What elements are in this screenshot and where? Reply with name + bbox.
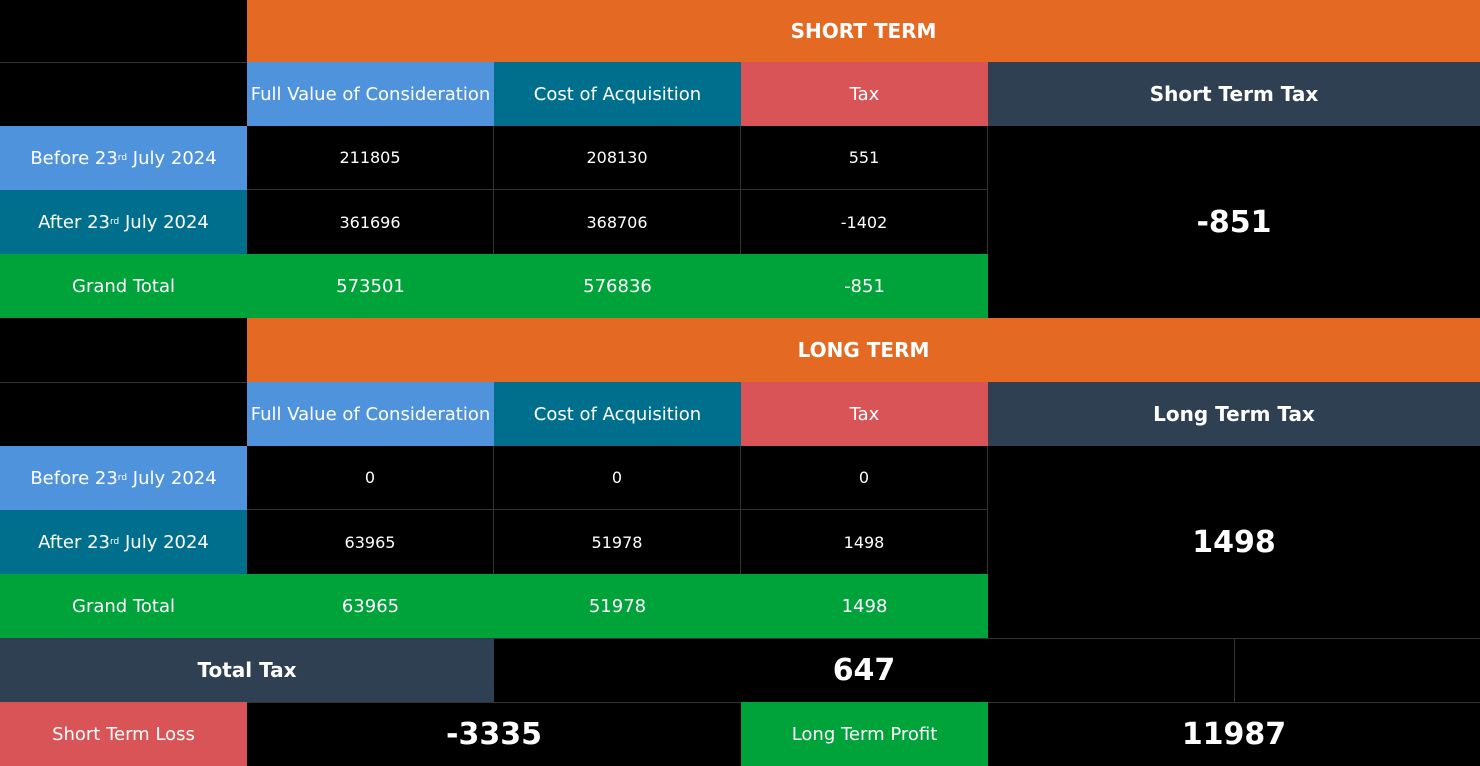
long-before-tax[interactable]: 0 [741,446,988,510]
total-tax-value[interactable]: 647 [494,638,1235,702]
long-after-coa[interactable]: 51978 [494,510,741,574]
blank-cell[interactable] [1235,638,1480,702]
short-total-tax[interactable]: -851 [741,254,988,318]
long-term-profit-label[interactable]: Long Term Profit [741,702,988,766]
short-coa-header[interactable]: Cost of Acquisition [494,62,741,126]
long-before-coa[interactable]: 0 [494,446,741,510]
short-term-loss-label[interactable]: Short Term Loss [0,702,247,766]
corner-blank-cell[interactable] [0,318,247,382]
short-after-fvc[interactable]: 361696 [247,190,494,254]
short-after-tax[interactable]: -1402 [741,190,988,254]
short-term-title[interactable]: SHORT TERM [247,0,1480,62]
short-before-fvc[interactable]: 211805 [247,126,494,190]
long-before-fvc[interactable]: 0 [247,446,494,510]
long-total-tax[interactable]: 1498 [741,574,988,638]
row-header-blank-cell[interactable] [0,62,247,126]
short-term-loss-value[interactable]: -3335 [247,702,741,766]
long-total-fvc[interactable]: 63965 [247,574,494,638]
long-after-tax[interactable]: 1498 [741,510,988,574]
long-tax-header[interactable]: Tax [741,382,988,446]
long-grand-total-label[interactable]: Grand Total [0,574,247,638]
corner-blank-cell[interactable] [0,0,247,62]
short-grand-total-label[interactable]: Grand Total [0,254,247,318]
short-term-tax-header[interactable]: Short Term Tax [988,62,1480,126]
long-term-profit-value[interactable]: 11987 [988,702,1480,766]
long-fvc-header[interactable]: Full Value of Consideration [247,382,494,446]
long-after-fvc[interactable]: 63965 [247,510,494,574]
short-before-tax[interactable]: 551 [741,126,988,190]
row-header-blank-cell[interactable] [0,382,247,446]
long-total-coa[interactable]: 51978 [494,574,741,638]
long-term-title[interactable]: LONG TERM [247,318,1480,382]
short-tax-header[interactable]: Tax [741,62,988,126]
short-before-coa[interactable]: 208130 [494,126,741,190]
short-term-tax-value[interactable]: -851 [988,126,1480,318]
short-fvc-header[interactable]: Full Value of Consideration [247,62,494,126]
long-term-tax-header[interactable]: Long Term Tax [988,382,1480,446]
total-tax-label[interactable]: Total Tax [0,638,494,702]
long-term-tax-value[interactable]: 1498 [988,446,1480,638]
short-total-fvc[interactable]: 573501 [247,254,494,318]
short-total-coa[interactable]: 576836 [494,254,741,318]
short-after-coa[interactable]: 368706 [494,190,741,254]
long-coa-header[interactable]: Cost of Acquisition [494,382,741,446]
